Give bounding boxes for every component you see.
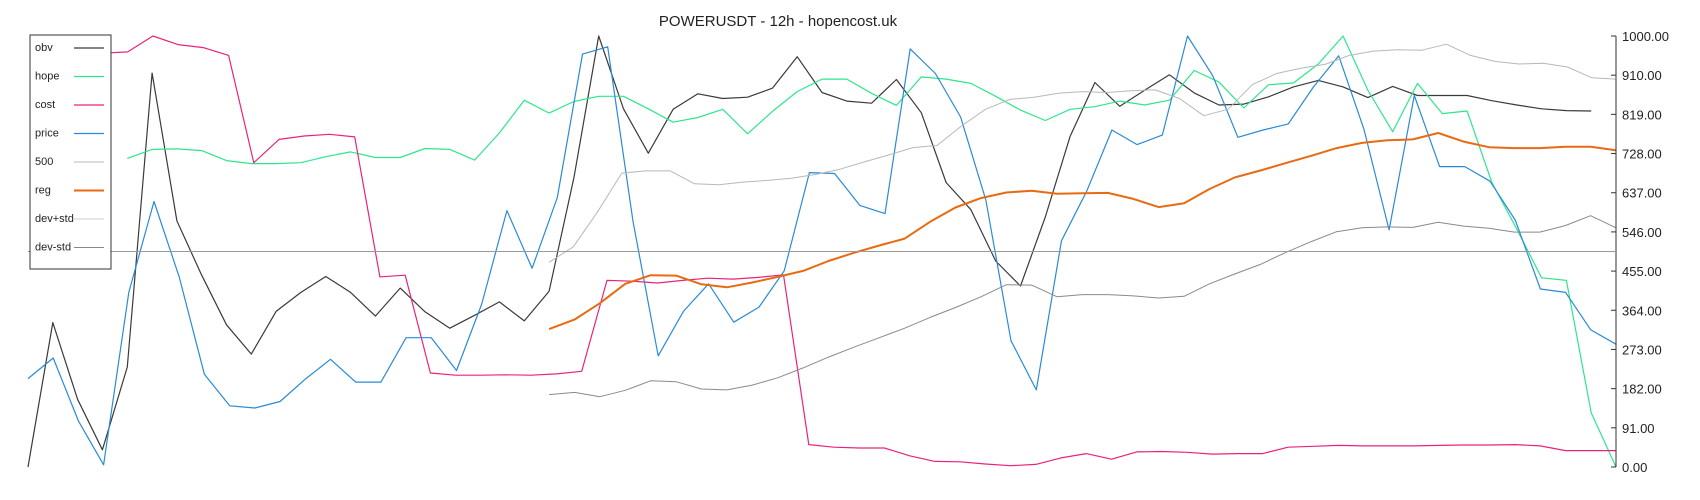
series-layer — [27, 35, 1617, 468]
y-tick-label: 273.00 — [1622, 342, 1662, 357]
series-line-obv — [27, 35, 1592, 468]
y-tick-label: 91.00 — [1622, 421, 1655, 436]
legend: obv hope cost price 500 reg dev+std dev-std — [29, 34, 112, 270]
series-line-cost — [102, 35, 1616, 467]
legend-item-price: price — [35, 128, 104, 140]
y-tick-label: 819.00 — [1622, 107, 1662, 122]
chart-title: POWERUSDT - 12h - hopencost.uk — [659, 13, 898, 30]
legend-label: 500 — [35, 156, 53, 168]
legend-item-dev-std: dev-std — [35, 242, 104, 254]
legend-item-cost: cost — [35, 99, 104, 111]
legend-label: price — [35, 128, 59, 140]
series-line-hope — [127, 35, 1617, 468]
series-line-reg — [548, 132, 1617, 331]
y-tick-label: 910.00 — [1622, 68, 1662, 83]
legend-item-dev+std: dev+std — [35, 213, 104, 225]
series-line-dev-std — [549, 215, 1617, 398]
y-tick-label: 546.00 — [1622, 225, 1662, 240]
legend-item-reg: reg — [35, 185, 104, 197]
legend-item-500: 500 — [35, 156, 104, 168]
y-tick-label: 455.00 — [1622, 264, 1662, 279]
legend-item-obv: obv — [35, 42, 104, 54]
y-tick-label: 1000.00 — [1622, 29, 1669, 44]
series-line-500 — [548, 43, 1617, 263]
y-tick-label: 0.00 — [1622, 460, 1647, 475]
y-tick-label: 364.00 — [1622, 303, 1662, 318]
y-tick-label: 728.00 — [1622, 147, 1662, 162]
y-tick-label: 637.00 — [1622, 186, 1662, 201]
legend-label: dev+std — [35, 213, 74, 225]
legend-label: hope — [35, 71, 59, 83]
legend-label: cost — [35, 99, 55, 111]
legend-label: reg — [35, 185, 51, 197]
legend-item-hope: hope — [35, 71, 104, 83]
y-tick-label: 182.00 — [1622, 382, 1662, 397]
legend-label: obv — [35, 42, 53, 54]
legend-label: dev-std — [35, 242, 71, 254]
tick-layer: 0.00 91.00 182.00 273.00 364.00 455.00 546.00 6… — [1611, 29, 1669, 475]
legend-box — [29, 34, 112, 270]
